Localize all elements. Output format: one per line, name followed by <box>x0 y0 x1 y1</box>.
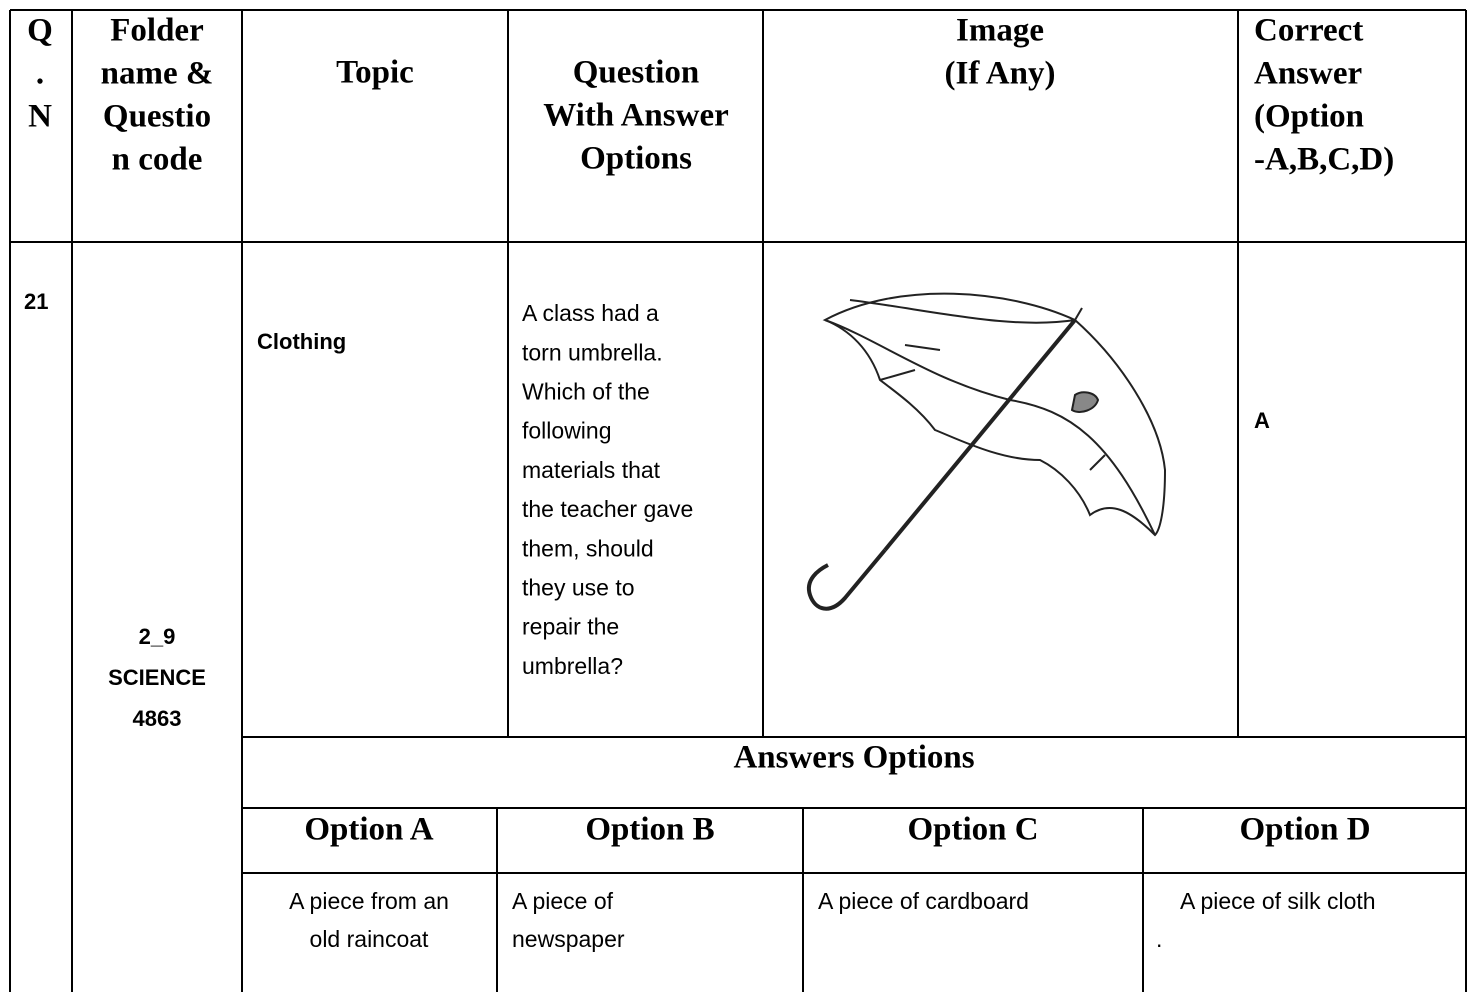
option-text: . <box>1156 926 1162 952</box>
options-title: Answers Options <box>733 740 974 776</box>
umbrella-image <box>806 292 1167 611</box>
header-folder: n code <box>112 142 203 178</box>
row-question: them, should <box>522 535 654 561</box>
row-question: umbrella? <box>522 653 623 679</box>
header-question: With Answer <box>543 98 729 134</box>
header-qn: . <box>36 56 44 92</box>
row-question: materials that <box>522 457 661 483</box>
row-qn: 21 <box>24 289 48 314</box>
option-text: A piece of silk cloth <box>1180 888 1376 914</box>
header-answer: Answer <box>1254 56 1362 92</box>
header-answer: -A,B,C,D) <box>1254 142 1394 178</box>
option-text: old raincoat <box>310 926 430 952</box>
option-label: Option D <box>1239 812 1370 848</box>
header-question: Question <box>573 55 700 91</box>
header-folder: name & <box>101 56 214 92</box>
header-folder: Folder <box>110 13 203 49</box>
row-question: Which of the <box>522 378 650 404</box>
header-qn: Q <box>27 13 53 49</box>
row-answer: A <box>1254 408 1270 433</box>
option-label: Option B <box>585 812 714 848</box>
row-question: repair the <box>522 614 619 640</box>
option-label: Option C <box>907 812 1038 848</box>
option-label: Option A <box>304 812 433 848</box>
header-folder: Questio <box>103 99 211 135</box>
option-text: newspaper <box>512 926 625 952</box>
row-folder: 4863 <box>133 706 182 731</box>
row-question: A class had a <box>522 300 659 326</box>
table-borders <box>9 9 1467 992</box>
row-question: torn umbrella. <box>522 339 663 365</box>
header-answer: (Option <box>1254 99 1364 135</box>
row-folder: SCIENCE <box>108 665 206 690</box>
row-folder: 2_9 <box>139 624 176 649</box>
option-text: A piece of cardboard <box>818 888 1029 914</box>
header-question: Options <box>580 141 692 177</box>
row-question: following <box>522 418 612 444</box>
header-topic: Topic <box>336 55 414 91</box>
option-text: A piece from an <box>289 888 449 914</box>
row-question: the teacher gave <box>522 496 693 522</box>
option-text: A piece of <box>512 888 614 914</box>
header-answer: Correct <box>1254 13 1363 49</box>
header-image: (If Any) <box>945 56 1056 92</box>
row-topic: Clothing <box>257 329 346 354</box>
header-image: Image <box>956 13 1044 49</box>
row-question: they use to <box>522 574 635 600</box>
header-qn: N <box>28 99 52 135</box>
